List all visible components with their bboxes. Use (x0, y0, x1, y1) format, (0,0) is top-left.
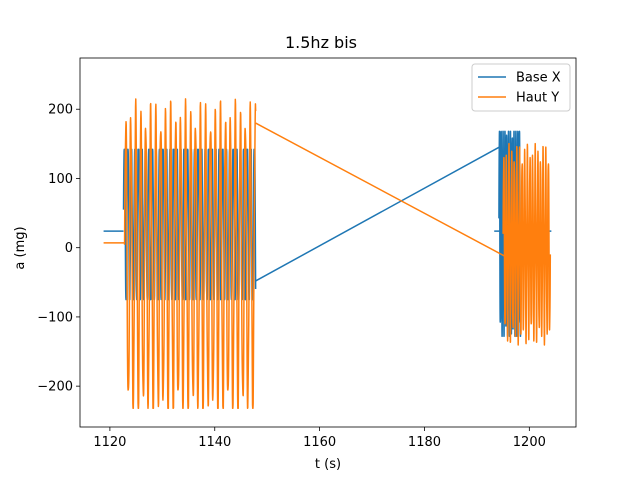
legend-label-0: Base X (516, 71, 561, 86)
y-tick-label--100: −100 (37, 310, 73, 325)
legend-box (471, 63, 571, 112)
series-1-segment-2 (255, 122, 509, 259)
axes: 1120 1140 1160 1180 1200 −200 −100 0 100 200 (37, 57, 577, 450)
x-tick-label-1200: 1200 (513, 435, 546, 450)
plot-lines (103, 98, 552, 410)
series-1-segment-3 (502, 142, 552, 346)
series-1 (103, 98, 552, 410)
y-tick-label-0: 0 (65, 241, 73, 256)
y-tick-label--200: −200 (37, 380, 73, 395)
x-tick-label-1180: 1180 (408, 435, 441, 450)
series-0-segment-2 (255, 146, 500, 282)
series-1-segment-1 (123, 98, 257, 410)
chart-title: 1.5hz bis (285, 33, 357, 52)
y-axis-label: a (mg) (13, 226, 28, 269)
y-tick-label-200: 200 (48, 103, 73, 118)
y-tick-label-100: 100 (48, 172, 73, 187)
x-tick-label-1140: 1140 (198, 435, 231, 450)
x-axis-label: t (s) (315, 457, 341, 472)
legend: Base X Haut Y (471, 63, 571, 112)
plot-frame (79, 57, 577, 428)
x-tick-label-1120: 1120 (93, 435, 126, 450)
x-tick-label-1160: 1160 (303, 435, 336, 450)
legend-label-1: Haut Y (516, 91, 559, 106)
